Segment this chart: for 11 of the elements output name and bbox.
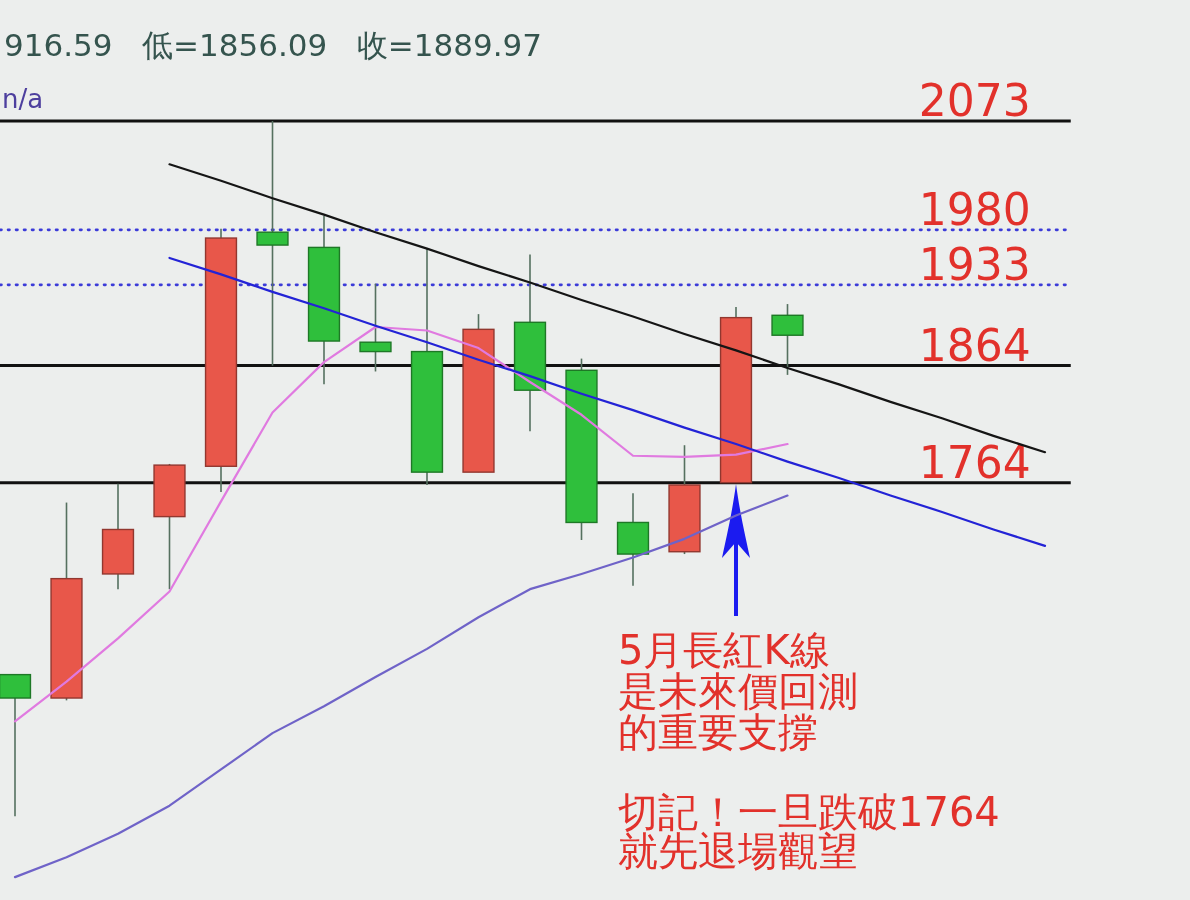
ref-line-label: 1764 [918,436,1031,488]
ref-line-label: 2073 [918,75,1031,126]
annotation: 5月長紅K線是未來價回測的重要支撐 [618,627,858,755]
ref-line-label: 1933 [918,238,1031,290]
text: n/a [2,84,44,114]
candlestick [359,282,392,373]
text: 916.59 低=1856.09 收=1889.97 [4,27,542,63]
annotation: 切記！一旦跌破1764就先退場觀望 [618,789,1000,874]
ref-line-label: 1864 [918,319,1031,371]
ref-line-label: 1980 [918,183,1031,235]
candlestick [256,120,289,367]
